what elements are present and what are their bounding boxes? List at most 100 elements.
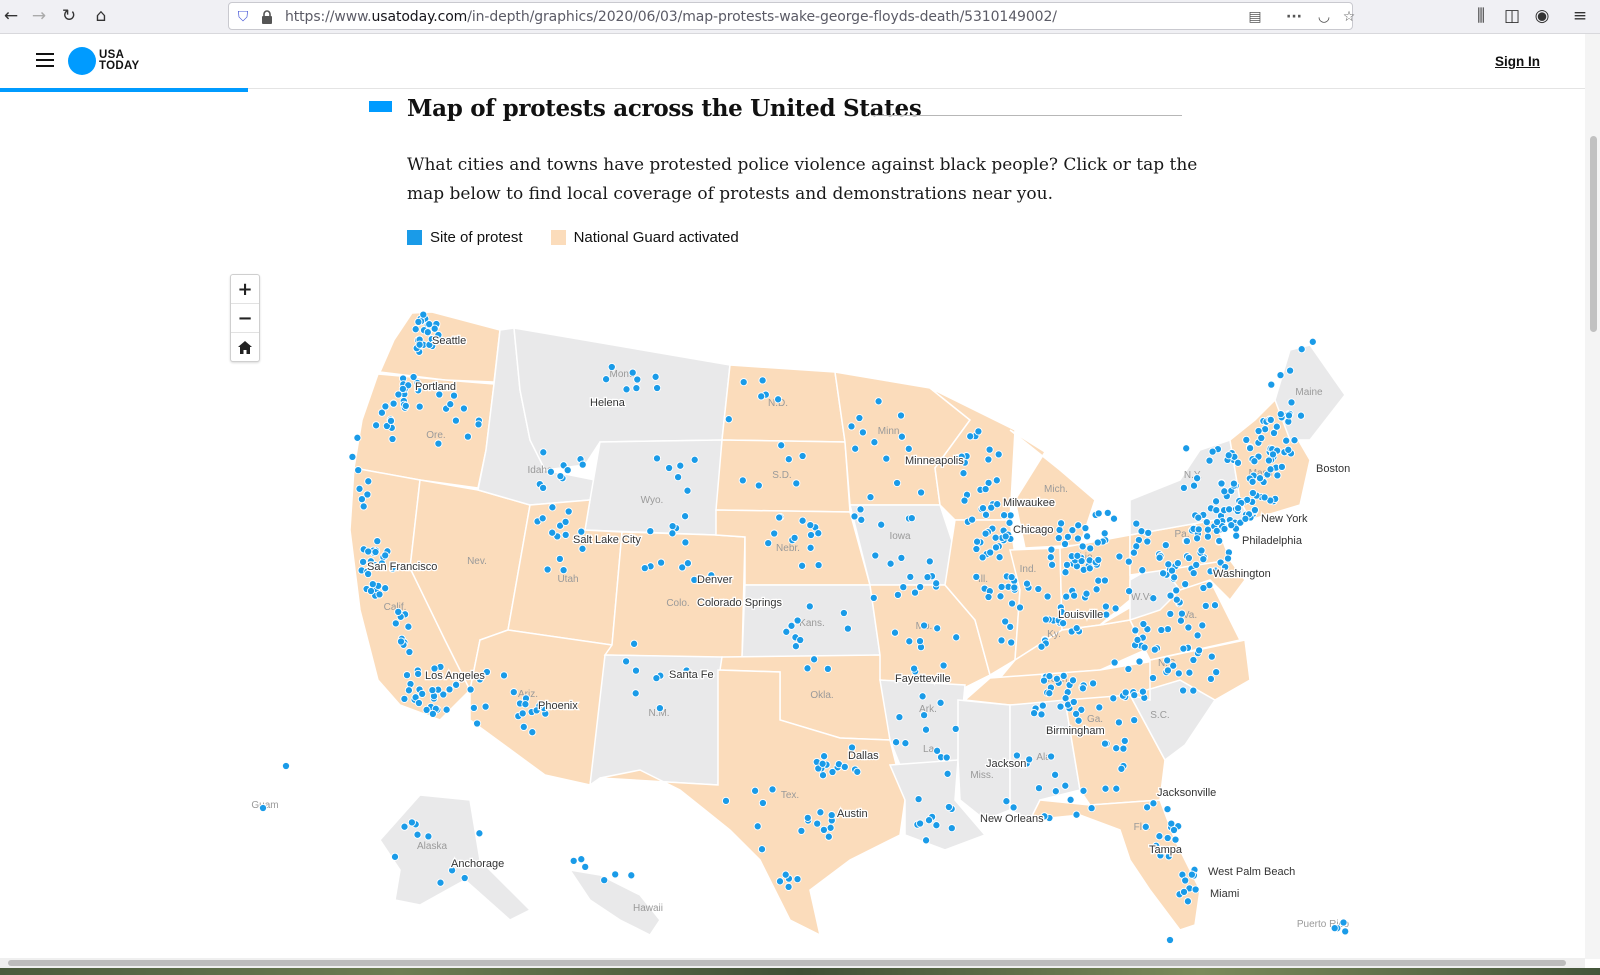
protest-dot[interactable] [1199, 555, 1208, 564]
protest-dot[interactable] [1179, 483, 1188, 492]
protest-dot[interactable] [1308, 337, 1317, 346]
protest-dot[interactable] [398, 384, 407, 393]
protest-dot[interactable] [372, 421, 381, 430]
protest-dot[interactable] [409, 372, 418, 382]
protest-dot[interactable] [1201, 601, 1210, 610]
protest-dot[interactable] [997, 636, 1006, 645]
protest-dot[interactable] [364, 569, 373, 579]
protest-dot[interactable] [390, 852, 400, 861]
protest-dot[interactable] [819, 825, 828, 834]
bookmark-star-icon[interactable]: ☆ [1342, 9, 1356, 25]
protest-dot[interactable] [1276, 371, 1285, 380]
protest-dot[interactable] [1149, 594, 1158, 603]
state-shape-fl[interactable] [1028, 799, 1201, 931]
protest-dot[interactable] [1224, 451, 1233, 460]
hamburger-menu-icon[interactable] [36, 53, 54, 67]
protest-dot[interactable] [1194, 513, 1203, 522]
protest-dot[interactable] [1100, 529, 1109, 538]
protest-dot[interactable] [1217, 479, 1226, 488]
protest-dot[interactable] [757, 392, 766, 401]
protest-dot[interactable] [622, 657, 631, 666]
protest-dot[interactable] [1043, 592, 1052, 601]
protest-dot[interactable] [690, 575, 699, 584]
protest-dot[interactable] [1182, 537, 1191, 546]
protest-dot[interactable] [973, 537, 982, 546]
protest-dot[interactable] [1241, 514, 1250, 523]
zoom-out-button[interactable]: − [231, 304, 259, 333]
protest-dot[interactable] [1141, 822, 1150, 831]
protest-dot[interactable] [1137, 527, 1146, 536]
protest-dot[interactable] [985, 445, 994, 454]
protest-dot[interactable] [1094, 555, 1103, 564]
protest-dot[interactable] [364, 547, 373, 556]
protest-dot[interactable] [896, 411, 906, 420]
protest-dot[interactable] [806, 543, 815, 552]
protest-dot[interactable] [1057, 519, 1066, 528]
protest-dot[interactable] [702, 575, 711, 584]
back-icon[interactable]: ← [3, 6, 19, 26]
protest-dot[interactable] [561, 530, 570, 539]
protest-dot[interactable] [1227, 521, 1236, 530]
protest-dot[interactable] [1062, 560, 1072, 569]
protest-dot[interactable] [1284, 411, 1294, 420]
protest-dot[interactable] [870, 438, 879, 447]
protest-dot[interactable] [1130, 691, 1139, 700]
protest-dot[interactable] [1173, 559, 1182, 568]
protest-dot[interactable] [538, 514, 547, 523]
protest-dot[interactable] [1072, 624, 1081, 633]
protest-dot[interactable] [978, 504, 988, 513]
protest-dot[interactable] [775, 877, 785, 886]
protest-dot[interactable] [425, 320, 434, 329]
protest-dot[interactable] [952, 633, 961, 642]
protest-dot[interactable] [787, 621, 796, 630]
protest-dot[interactable] [556, 472, 565, 481]
protest-dot[interactable] [419, 310, 428, 319]
protest-dot[interactable] [652, 674, 661, 683]
protest-dot[interactable] [1059, 619, 1068, 628]
protest-dot[interactable] [1213, 517, 1222, 527]
protest-dot[interactable] [932, 821, 941, 830]
protest-dot[interactable] [851, 444, 860, 453]
protest-dot[interactable] [354, 466, 363, 475]
protest-dot[interactable] [581, 862, 590, 871]
protest-dot[interactable] [388, 563, 397, 572]
protest-dot[interactable] [1198, 621, 1207, 630]
protest-dot[interactable] [907, 514, 916, 523]
protest-dot[interactable] [1040, 812, 1049, 821]
protest-dot[interactable] [1119, 744, 1128, 753]
protest-dot[interactable] [1095, 703, 1104, 712]
protest-dot[interactable] [428, 709, 437, 718]
protest-dot[interactable] [947, 824, 956, 833]
usa-today-logo-dot[interactable] [68, 47, 96, 75]
shield-icon[interactable]: ⛉ [237, 9, 249, 25]
protest-dot[interactable] [874, 397, 883, 406]
protest-dot[interactable] [1187, 870, 1196, 879]
protest-dot[interactable] [920, 621, 929, 630]
protest-dot[interactable] [823, 664, 832, 673]
protest-dot[interactable] [1179, 686, 1188, 695]
protest-dot[interactable] [1112, 784, 1121, 793]
protest-dot[interactable] [805, 602, 814, 611]
protest-dot[interactable] [1163, 666, 1172, 675]
protest-dot[interactable] [1282, 436, 1291, 445]
protest-dot[interactable] [451, 416, 460, 425]
protest-dot[interactable] [548, 528, 557, 537]
protest-dot[interactable] [1034, 784, 1044, 793]
protest-dot[interactable] [435, 390, 444, 399]
protest-dot[interactable] [1171, 835, 1180, 844]
protest-dot[interactable] [1057, 725, 1066, 734]
protest-dot[interactable] [473, 719, 482, 728]
protest-dot[interactable] [1101, 602, 1110, 611]
protest-dot[interactable] [690, 455, 699, 464]
protest-dot[interactable] [1179, 887, 1189, 896]
protest-dot[interactable] [386, 416, 396, 425]
protest-dot[interactable] [1100, 576, 1109, 585]
protest-dot[interactable] [1015, 603, 1025, 612]
protest-dot[interactable] [578, 544, 587, 553]
protest-dot[interactable] [751, 786, 760, 795]
protest-dot[interactable] [428, 686, 437, 695]
protest-dot[interactable] [258, 803, 268, 813]
protest-dot[interactable] [1242, 435, 1251, 444]
protest-dot[interactable] [1189, 569, 1198, 578]
protest-dot[interactable] [843, 624, 852, 633]
